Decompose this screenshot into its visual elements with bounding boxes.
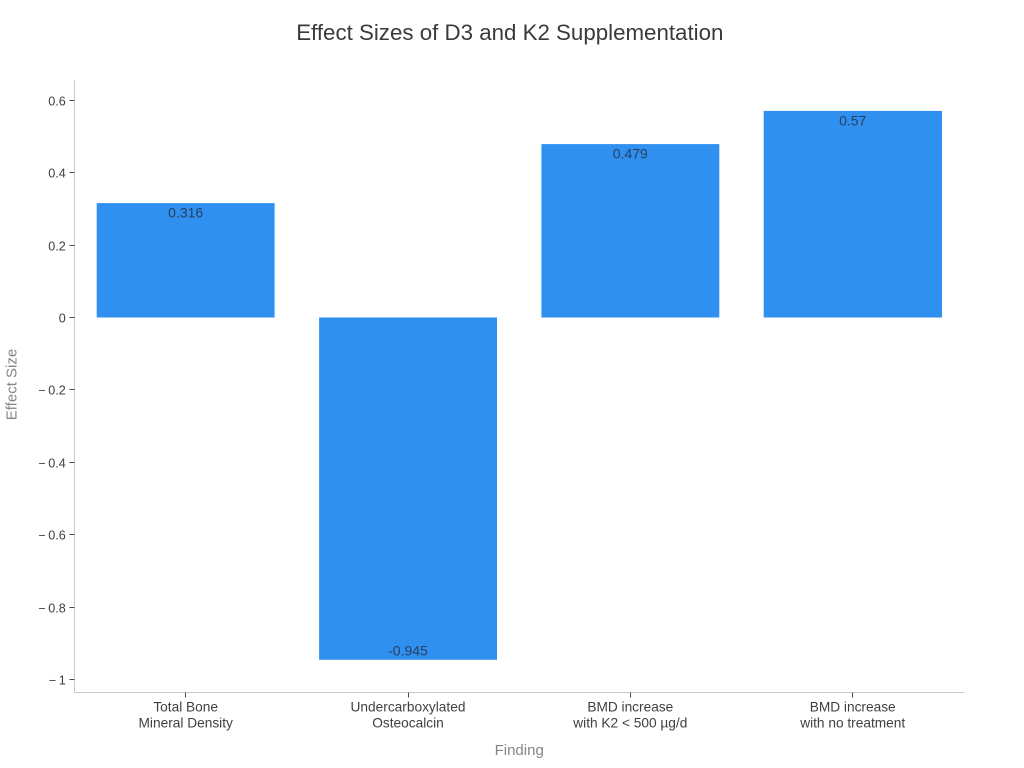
svg-text:−0.2: −0.2: [38, 384, 65, 398]
svg-text:0.6: 0.6: [48, 95, 66, 109]
svg-text:0.2: 0.2: [48, 240, 66, 254]
svg-text:Osteocalcin: Osteocalcin: [372, 715, 444, 730]
svg-text:Mineral Density: Mineral Density: [139, 715, 233, 730]
svg-text:Total Bone: Total Bone: [153, 700, 218, 715]
svg-text:0.4: 0.4: [48, 167, 66, 181]
svg-text:BMD increase: BMD increase: [810, 700, 896, 715]
svg-text:−0.4: −0.4: [38, 457, 65, 471]
svg-text:0: 0: [59, 312, 66, 326]
svg-text:0.57: 0.57: [839, 112, 866, 128]
svg-text:0.316: 0.316: [168, 205, 203, 221]
svg-text:−0.6: −0.6: [38, 529, 65, 543]
svg-text:Effect Size: Effect Size: [4, 349, 21, 420]
svg-text:−0.8: −0.8: [38, 602, 65, 616]
svg-text:Undercarboxylated: Undercarboxylated: [351, 700, 466, 715]
svg-text:with K2 < 500 µg/d: with K2 < 500 µg/d: [572, 715, 687, 730]
svg-text:0.479: 0.479: [613, 145, 648, 161]
svg-text:Finding: Finding: [495, 742, 544, 759]
svg-text:BMD increase: BMD increase: [587, 700, 673, 715]
svg-text:with no treatment: with no treatment: [799, 715, 905, 730]
svg-text:Effect Sizes of D3 and K2 Supp: Effect Sizes of D3 and K2 Supplementatio…: [296, 20, 723, 45]
svg-text:-0.945: -0.945: [388, 642, 428, 658]
